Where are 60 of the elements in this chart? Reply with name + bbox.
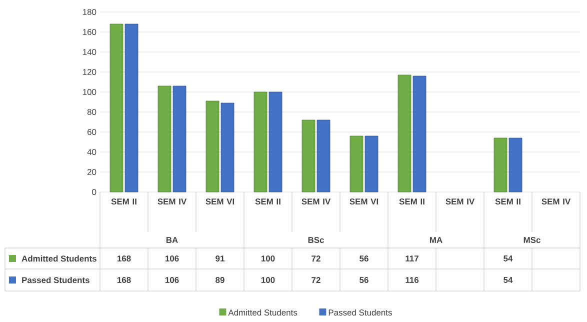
x-tick-label: SEM IV [542,198,571,205]
text: BA [166,237,178,243]
x-tick-label: SEM IV [446,198,475,205]
y-tick-label: 180 [83,9,96,15]
bar [302,120,316,192]
x-tick-label: SEM II [111,198,136,205]
data-label: 56 [360,277,368,283]
data-label: 72 [312,277,320,283]
bar [110,24,124,192]
bar [172,86,186,192]
data-label: 116 [406,277,419,283]
data-label: 100 [261,256,275,262]
data-label: 106 [165,277,179,283]
x-tick-label: SEM II [495,198,520,205]
text: MSc [524,237,540,243]
y-tick-label: 80 [87,109,96,115]
y-tick-label: 160 [83,29,96,35]
bar [220,102,234,192]
x-tick-label: SEM IV [158,198,187,205]
y-tick-label: 120 [83,69,96,75]
data-label: 117 [406,256,418,262]
data-label: 106 [165,256,179,262]
legend-label: Passed Students [22,276,90,284]
y-tick-label: 60 [88,129,96,135]
bar [124,24,138,192]
legend-label: Admitted Students [22,255,96,262]
bar [158,86,172,192]
data-label: 54 [504,256,513,262]
y-tick-label: 40 [87,149,96,155]
x-tick-label: SEM II [399,198,424,205]
y-tick-label: 140 [83,49,96,55]
bar [254,92,268,192]
text: Passed Students [328,309,392,316]
data-label: 72 [312,256,320,262]
y-tick-label: 0 [92,189,96,195]
data-label: 100 [261,277,275,283]
data-label: 56 [360,256,368,262]
bar [206,100,220,192]
bar [494,138,508,192]
bar [412,76,426,192]
data-label: 168 [117,256,131,262]
bar [350,136,364,192]
x-tick-label: SEM VI [206,198,234,205]
bar [364,136,378,192]
y-tick-label: 20 [87,169,96,175]
data-label: 89 [216,277,224,283]
bar [398,74,412,192]
x-tick-label: SEM II [255,198,280,205]
bar [508,138,522,192]
text: Admitted Students [228,309,298,316]
data-label: 54 [504,277,513,283]
text: BSc [308,237,324,243]
x-tick-label: SEM VI [350,198,378,205]
text: MA [430,237,442,243]
bar [316,120,330,192]
data-label: 91 [216,256,224,262]
x-tick-label: SEM IV [302,198,331,205]
data-label: 168 [117,277,131,283]
y-tick-label: 100 [83,89,96,95]
bar [268,92,282,192]
